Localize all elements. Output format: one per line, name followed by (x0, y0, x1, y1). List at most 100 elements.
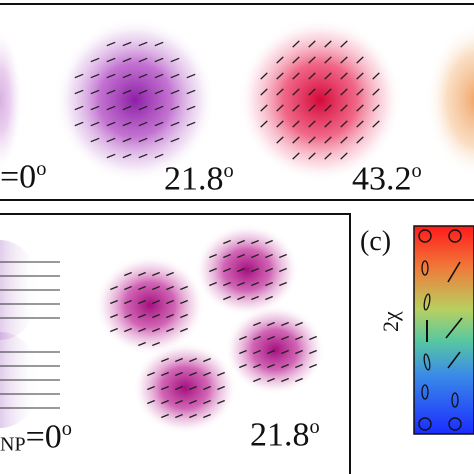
polarization-dash (267, 349, 275, 355)
horizontal-lines-left (0, 261, 60, 409)
polarization-dash (253, 349, 261, 355)
polarization-dash (180, 299, 188, 305)
polarization-dash (106, 121, 116, 127)
polarization-dash (122, 57, 132, 63)
polarization-dash (122, 153, 132, 159)
polarization-dash (166, 271, 174, 277)
polarization-dash (308, 104, 316, 112)
ellipse-1 (421, 260, 429, 276)
polarization-dash (324, 88, 332, 96)
polarization-dash (276, 136, 284, 144)
polarization-dash (203, 371, 211, 377)
polarization-dash (223, 253, 231, 259)
polarization-dash (170, 89, 180, 95)
polarization-dash (324, 104, 332, 112)
polarization-dash (295, 335, 303, 341)
line-diag-3 (447, 351, 461, 369)
angle-label-bottom-0: NP=0o (0, 418, 72, 456)
polarization-dash (340, 56, 348, 64)
polarization-dash (309, 363, 317, 369)
polarization-dash (239, 349, 247, 355)
polarization-dash (161, 371, 169, 377)
polarization-dash (237, 267, 245, 273)
polarization-dash (110, 285, 118, 291)
polarization-dash (152, 285, 160, 291)
polarization-dash (138, 41, 148, 47)
polarization-dash (138, 271, 146, 277)
polarization-dash (138, 137, 148, 143)
polarization-dash (281, 363, 289, 369)
polarization-dash (340, 72, 348, 80)
ellipse-5 (451, 392, 459, 408)
polarization-dash (74, 89, 84, 95)
polarization-dash (217, 371, 225, 377)
polarization-dash (124, 285, 132, 291)
polarization-dash (372, 104, 380, 112)
polarization-dash (308, 152, 316, 160)
polarization-dash (186, 121, 196, 127)
polarization-dash (281, 349, 289, 355)
polarization-dash (189, 357, 197, 363)
polarization-dash (106, 89, 116, 95)
polarization-dash (106, 153, 116, 159)
polarization-dash (138, 105, 148, 111)
polarization-dash (251, 267, 259, 273)
polarization-dash (260, 120, 268, 128)
polarization-dash (154, 41, 164, 47)
polarization-dashes-bottom (110, 239, 317, 419)
polarization-dash (170, 57, 180, 63)
polarization-dash (356, 104, 364, 112)
polarization-dash (154, 105, 164, 111)
polarization-dash (203, 357, 211, 363)
polarization-dash (74, 121, 84, 127)
ellipse-3 (423, 353, 431, 371)
polarization-dash (237, 239, 245, 245)
polarization-dash (340, 104, 348, 112)
angle-label-top-0: =0o (0, 158, 47, 196)
polarization-dash (308, 56, 316, 64)
polarization-dash (324, 72, 332, 80)
polarization-dash (279, 253, 287, 259)
polarization-dash (138, 285, 146, 291)
spot-orange-partial (426, 22, 474, 178)
polarization-dash (180, 313, 188, 319)
polarization-dash (340, 152, 348, 160)
spot-red (238, 18, 402, 182)
polarization-dash (90, 105, 100, 111)
polarization-dash (170, 105, 180, 111)
angle-label-top-43-2: 43.2o (352, 160, 422, 198)
polarization-dash (209, 267, 217, 273)
polarization-dash (138, 153, 148, 159)
polarization-dash (110, 327, 118, 333)
polarization-dash (138, 313, 146, 319)
polarization-dash (292, 88, 300, 96)
polarization-dash (147, 399, 155, 405)
polarization-dash (356, 88, 364, 96)
spot-b2 (195, 224, 299, 316)
spot-left-partial (0, 30, 22, 170)
polarization-dash (152, 271, 160, 277)
polarization-dash (90, 57, 100, 63)
angle-label-top-21-8: 21.8o (164, 160, 234, 198)
polarization-dash (239, 363, 247, 369)
polarization-dash (281, 377, 289, 383)
polarization-dash (189, 413, 197, 419)
polarization-dash (74, 105, 84, 111)
polarization-dash (175, 385, 183, 391)
polarization-dash (340, 136, 348, 144)
panel-c-label: (c) (360, 226, 392, 257)
polarization-dash (138, 57, 148, 63)
polarization-dash (90, 121, 100, 127)
polarization-dash (161, 385, 169, 391)
polarization-dash (154, 73, 164, 79)
polarization-dash (152, 341, 160, 347)
polarization-dash (308, 88, 316, 96)
spot-b4 (133, 342, 237, 434)
polarization-dash (124, 299, 132, 305)
polarization-dash (309, 349, 317, 355)
circle-tr (448, 229, 462, 243)
polarization-dash (267, 377, 275, 383)
polarization-dash (292, 136, 300, 144)
polarization-dash (295, 321, 303, 327)
polarization-dash (161, 413, 169, 419)
